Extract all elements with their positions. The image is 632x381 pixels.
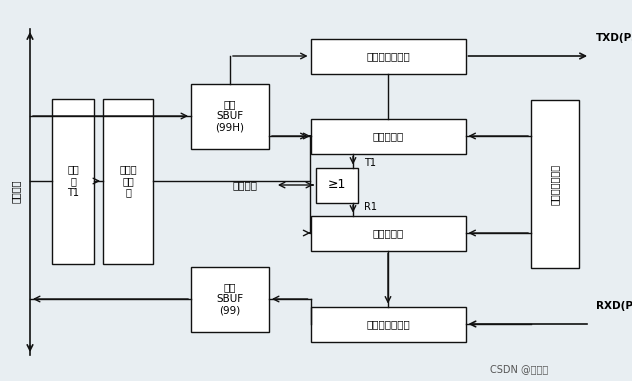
Text: 接收
SBUF
(99): 接收 SBUF (99) — [216, 282, 243, 315]
Text: 波特率
发生
器: 波特率 发生 器 — [119, 164, 137, 198]
FancyBboxPatch shape — [103, 99, 153, 264]
FancyBboxPatch shape — [310, 306, 466, 341]
Text: 接收控制器: 接收控制器 — [372, 228, 404, 238]
FancyBboxPatch shape — [191, 266, 269, 331]
FancyBboxPatch shape — [531, 100, 579, 268]
FancyBboxPatch shape — [316, 168, 358, 202]
FancyBboxPatch shape — [310, 118, 466, 154]
Text: RXD(P3.0引脚): RXD(P3.0引脚) — [596, 301, 632, 311]
FancyBboxPatch shape — [310, 216, 466, 250]
Text: T1: T1 — [364, 158, 376, 168]
Text: 内部总线: 内部总线 — [11, 179, 21, 203]
Text: 发送
SBUF
(99H): 发送 SBUF (99H) — [216, 99, 245, 133]
Text: 输出移位寄存器: 输出移位寄存器 — [366, 51, 410, 61]
Text: R1: R1 — [364, 202, 377, 212]
Text: TXD(P3.1引脚): TXD(P3.1引脚) — [596, 33, 632, 43]
Text: 串口中断: 串口中断 — [233, 180, 257, 190]
Text: 输入移位控制器: 输入移位控制器 — [366, 319, 410, 329]
FancyBboxPatch shape — [52, 99, 94, 264]
FancyBboxPatch shape — [310, 38, 466, 74]
Text: 串行控制寄存器: 串行控制寄存器 — [550, 163, 560, 205]
Text: 定时
器
T1: 定时 器 T1 — [67, 164, 79, 198]
Text: CSDN @咏鱼弟: CSDN @咏鱼弟 — [490, 364, 548, 374]
Text: 发送控制器: 发送控制器 — [372, 131, 404, 141]
Text: ≥1: ≥1 — [328, 179, 346, 192]
FancyBboxPatch shape — [191, 83, 269, 149]
